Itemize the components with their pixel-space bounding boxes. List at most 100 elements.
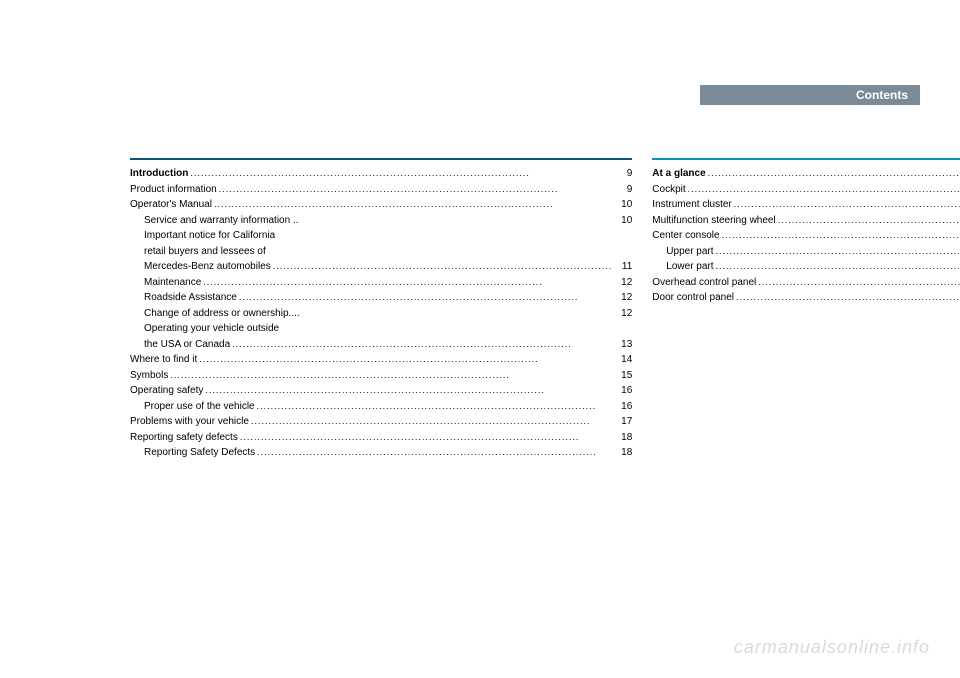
toc-line: Important notice for California: [130, 228, 632, 244]
toc-line: Center console25: [652, 228, 960, 244]
toc-dots: [205, 384, 612, 398]
toc-dots: [257, 400, 613, 414]
toc-dots: [688, 183, 960, 197]
toc-label: Center console: [652, 228, 719, 244]
toc-page: 12: [614, 275, 632, 291]
toc-label: Reporting Safety Defects: [144, 445, 255, 461]
toc-label: Lower part: [666, 259, 713, 275]
toc-label: Maintenance: [144, 275, 201, 291]
toc-page: 16: [614, 399, 632, 415]
toc-dots: [778, 214, 960, 228]
toc-label: Operator's Manual: [130, 197, 212, 213]
toc-page: 16: [614, 383, 632, 399]
toc-label: Multifunction steering wheel: [652, 213, 775, 229]
section-bar-2: [652, 158, 960, 160]
toc-page: 11: [614, 259, 632, 275]
toc-line: Problems with your vehicle 17: [130, 414, 632, 430]
toc-page: 12: [614, 306, 632, 322]
toc-line: Reporting Safety Defects 18: [130, 445, 632, 461]
toc-label: Reporting safety defects: [130, 430, 238, 446]
toc-dots: [716, 245, 960, 259]
toc-line: Roadside Assistance 12: [130, 290, 632, 306]
toc-label: Symbols: [130, 368, 168, 384]
toc-dots: [273, 260, 613, 274]
contents-tab-label: Contents: [856, 88, 908, 102]
toc-label: Upper part: [666, 244, 713, 260]
toc-line: Overhead control panel27: [652, 275, 960, 291]
toc-label: Operating safety: [130, 383, 203, 399]
toc-line: Proper use of the vehicle 16: [130, 399, 632, 415]
toc-label: Change of address or ownership....: [144, 306, 300, 322]
toc-page: 10: [614, 213, 632, 229]
toc-entries-2: At a glance19Cockpit20Instrument cluster…: [652, 166, 960, 306]
toc-dots: [240, 431, 612, 445]
toc-label: Instrument cluster: [652, 197, 731, 213]
toc-line: the USA or Canada 13: [130, 337, 632, 353]
toc-label: Operating your vehicle outside: [144, 321, 279, 337]
toc-dots: [190, 167, 612, 181]
toc-line: Multifunction steering wheel24: [652, 213, 960, 229]
toc-page: 18: [614, 430, 632, 446]
toc-label: Door control panel: [652, 290, 734, 306]
toc-columns: Introduction 9Product information9Operato…: [130, 158, 900, 461]
toc-label: Mercedes-Benz automobiles: [144, 259, 271, 275]
toc-label: retail buyers and lessees of: [144, 244, 266, 260]
toc-dots: [758, 276, 960, 290]
toc-line: Service and warranty information .. 10: [130, 213, 632, 229]
toc-line: Maintenance 12: [130, 275, 632, 291]
toc-line: Symbols 15: [130, 368, 632, 384]
toc-dots: [716, 260, 960, 274]
toc-line: Upper part25: [652, 244, 960, 260]
toc-label: At a glance: [652, 166, 705, 182]
toc-label: Cockpit: [652, 182, 685, 198]
toc-line: Instrument cluster22: [652, 197, 960, 213]
toc-page: 14: [614, 352, 632, 368]
toc-label: the USA or Canada: [144, 337, 230, 353]
toc-label: Roadside Assistance: [144, 290, 237, 306]
toc-dots: [734, 198, 960, 212]
toc-label: Important notice for California: [144, 228, 275, 244]
toc-column-1: Introduction 9Product information9Operato…: [130, 158, 632, 461]
toc-dots: [199, 353, 612, 367]
toc-page: 9: [614, 166, 632, 182]
toc-label: Proper use of the vehicle: [144, 399, 255, 415]
toc-line: Change of address or ownership.... 12: [130, 306, 632, 322]
toc-line: Door control panel28: [652, 290, 960, 306]
toc-line: Lower part26: [652, 259, 960, 275]
toc-page: 17: [614, 414, 632, 430]
toc-label: Introduction: [130, 166, 188, 182]
toc-dots: [708, 167, 960, 181]
toc-dots: [722, 229, 960, 243]
toc-dots: [736, 291, 960, 305]
section-bar-1: [130, 158, 632, 160]
toc-page: 13: [614, 337, 632, 353]
toc-page: 15: [614, 368, 632, 384]
watermark: carmanualsonline.info: [734, 637, 930, 658]
toc-label: Where to find it: [130, 352, 197, 368]
toc-line: Operator's Manual 10: [130, 197, 632, 213]
toc-line: At a glance19: [652, 166, 960, 182]
toc-dots: [232, 338, 612, 352]
toc-dots: [251, 415, 612, 429]
toc-page: 18: [614, 445, 632, 461]
toc-line: Operating safety 16: [130, 383, 632, 399]
toc-column-2: At a glance19Cockpit20Instrument cluster…: [652, 158, 960, 461]
contents-tab: Contents: [700, 85, 920, 105]
toc-label: Problems with your vehicle: [130, 414, 249, 430]
toc-line: Reporting safety defects 18: [130, 430, 632, 446]
toc-page: 10: [614, 197, 632, 213]
toc-dots: [257, 446, 612, 460]
toc-line: retail buyers and lessees of: [130, 244, 632, 260]
toc-line: Product information9: [130, 182, 632, 198]
toc-label: Service and warranty information ..: [144, 213, 299, 229]
toc-line: Operating your vehicle outside: [130, 321, 632, 337]
toc-page: 12: [614, 290, 632, 306]
toc-line: Introduction 9: [130, 166, 632, 182]
toc-line: Mercedes-Benz automobiles 11: [130, 259, 632, 275]
toc-page: 9: [614, 182, 632, 198]
toc-line: Where to find it 14: [130, 352, 632, 368]
toc-dots: [239, 291, 612, 305]
toc-dots: [170, 369, 612, 383]
toc-dots: [203, 276, 612, 290]
toc-line: Cockpit20: [652, 182, 960, 198]
